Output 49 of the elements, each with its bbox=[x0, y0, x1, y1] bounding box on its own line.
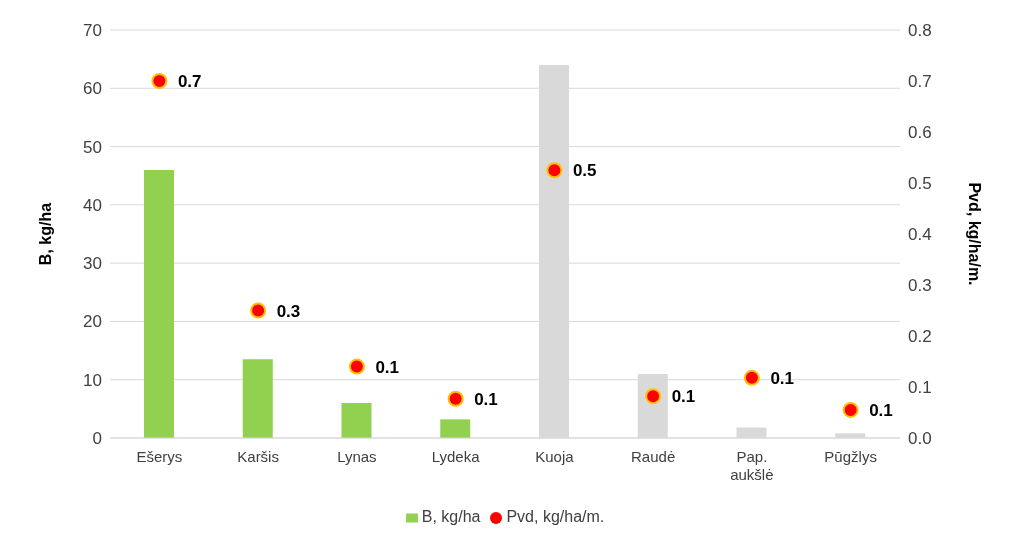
point bbox=[743, 369, 760, 386]
data-label: 0.3 bbox=[276, 301, 301, 321]
x-tick-label: Lydeka bbox=[431, 448, 481, 465]
y2-tick-label: 0.1 bbox=[908, 378, 932, 398]
y-tick-label: 10 bbox=[83, 370, 102, 390]
point bbox=[842, 401, 859, 418]
data-label: 0.5 bbox=[572, 161, 597, 181]
point bbox=[348, 358, 365, 375]
data-label: 0.1 bbox=[474, 389, 498, 409]
data-label: 0.1 bbox=[869, 400, 893, 420]
y-tick-label: 60 bbox=[83, 79, 102, 99]
y2-tick-label: 0.0 bbox=[908, 429, 932, 449]
legend-label: Pvd, kg/ha/m. bbox=[506, 508, 605, 525]
y2-axis-title: Pvd, kg/ha/m. bbox=[966, 182, 984, 286]
y2-tick-label: 0.5 bbox=[908, 174, 932, 194]
data-label: 0.1 bbox=[671, 387, 696, 407]
point bbox=[447, 390, 464, 407]
y-tick-label: 20 bbox=[83, 312, 102, 332]
y2-tick-label: 0.7 bbox=[908, 72, 932, 92]
y-tick-label: 40 bbox=[83, 195, 102, 215]
x-tick-label: Pūgžlys bbox=[824, 448, 877, 465]
y2-tick-label: 0.6 bbox=[908, 123, 932, 143]
x-tick-label: Pap. aukšlė bbox=[730, 448, 774, 483]
y2-tick-label: 0.8 bbox=[908, 21, 932, 41]
data-label: 0.1 bbox=[770, 368, 795, 388]
x-tick-label: Kuoja bbox=[535, 448, 575, 465]
y2-tick-label: 0.3 bbox=[908, 276, 932, 296]
legend-label: B, kg/ha bbox=[421, 508, 481, 525]
y-tick-label: 50 bbox=[83, 137, 102, 157]
bar bbox=[242, 359, 273, 438]
bar bbox=[440, 419, 471, 438]
x-tick-label: Raudė bbox=[631, 448, 676, 465]
bar bbox=[341, 403, 372, 438]
y2-tick-label: 0.2 bbox=[908, 327, 932, 347]
y-tick-label: 0 bbox=[92, 429, 102, 449]
y-tick-label: 30 bbox=[83, 254, 102, 274]
point bbox=[645, 388, 662, 405]
data-label: 0.7 bbox=[177, 72, 202, 91]
x-tick-label: Ešerys bbox=[136, 448, 183, 465]
point bbox=[250, 302, 267, 319]
point bbox=[546, 162, 563, 179]
point bbox=[151, 73, 168, 89]
x-tick-label: Karšis bbox=[237, 448, 279, 465]
x-tick-label: Lynas bbox=[337, 448, 377, 465]
y-axis-title: B, kg/ha bbox=[36, 202, 54, 266]
data-label: 0.1 bbox=[375, 357, 400, 377]
y2-tick-label: 0.4 bbox=[908, 225, 932, 245]
y-tick-label: 70 bbox=[83, 21, 102, 41]
bar bbox=[144, 169, 174, 438]
